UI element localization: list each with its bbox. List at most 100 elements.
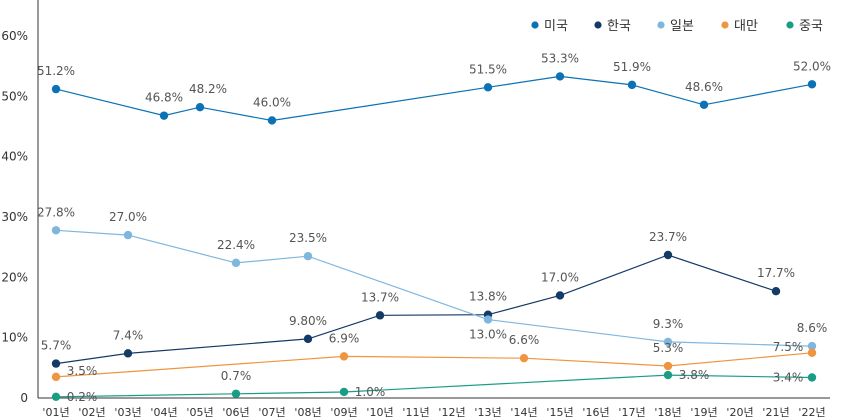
legend-label: 미국 — [544, 19, 568, 34]
data-label: 23.5% — [289, 231, 327, 245]
data-point — [663, 361, 673, 371]
y-tick-label: 40% — [1, 150, 28, 164]
x-tick-label: '13년 — [474, 406, 501, 419]
x-tick-label: '10년 — [366, 406, 393, 419]
data-point — [771, 287, 781, 296]
data-label: 13.8% — [469, 290, 507, 304]
data-label: 3.5% — [67, 364, 98, 378]
y-tick-label: 10% — [1, 331, 28, 345]
data-point — [339, 352, 349, 361]
x-tick-label: '03년 — [114, 406, 141, 419]
data-point — [375, 311, 385, 320]
chart-axes: 0 10% 20% 30% 40% 50% 60% '01년 '02년 '03년 '04년 '05년 '… — [1, 0, 830, 419]
data-label: 7.4% — [113, 328, 144, 342]
data-label: 48.2% — [189, 82, 227, 96]
data-point — [303, 334, 313, 344]
x-tick-label: '12년 — [438, 406, 465, 419]
data-label: 9.80% — [289, 314, 327, 328]
legend-marker — [594, 21, 602, 29]
data-point — [123, 230, 133, 240]
data-label: 8.6% — [797, 321, 828, 335]
data-label: 53.3% — [541, 51, 579, 65]
y-tick-label: 0 — [20, 391, 28, 405]
y-tick-label: 60% — [1, 29, 28, 43]
x-tick-label: '15년 — [546, 406, 573, 419]
data-label: 3.8% — [679, 368, 710, 382]
data-labels: 51.2% 46.8% 48.2% 46.0% 51.5% 53.3% 51.9% 48.6%… — [37, 51, 831, 403]
data-point — [807, 80, 817, 89]
data-label: 27.0% — [109, 210, 147, 224]
data-point — [51, 392, 61, 401]
data-point — [195, 102, 205, 112]
x-tick-label: '22년 — [798, 406, 825, 419]
data-label: 5.7% — [41, 339, 72, 353]
data-label: 0.7% — [221, 369, 252, 383]
legend-marker — [531, 21, 539, 29]
data-label: 0.2% — [67, 390, 98, 404]
data-label: 48.6% — [685, 80, 723, 94]
x-tick-label: '19년 — [690, 406, 717, 419]
data-point — [483, 83, 493, 92]
legend: 미국 한국 일본 대만 중국 — [531, 19, 823, 34]
data-point — [663, 250, 673, 260]
data-point — [627, 80, 637, 90]
x-tick-label: '21년 — [762, 406, 789, 419]
data-label: 13.7% — [361, 290, 399, 304]
legend-label: 일본 — [670, 19, 694, 34]
x-tick-label: '02년 — [78, 406, 105, 419]
x-tick-label: '14년 — [510, 406, 537, 419]
data-label: 1.0% — [355, 385, 386, 399]
series-lines — [55, 75, 813, 398]
legend-marker — [786, 21, 794, 29]
legend-label: 중국 — [799, 19, 823, 34]
data-label: 3.4% — [773, 370, 804, 384]
data-point — [231, 389, 241, 398]
data-point — [483, 315, 493, 324]
y-tick-label: 20% — [1, 270, 28, 284]
x-tick-label: '06년 — [222, 406, 249, 419]
y-tick-label: 50% — [1, 89, 28, 103]
data-point — [123, 349, 133, 358]
data-point — [303, 252, 313, 261]
x-tick-label: '11년 — [402, 406, 429, 419]
data-label: 6.9% — [329, 331, 360, 345]
x-tick-label: '18년 — [654, 406, 681, 419]
data-label: 51.5% — [469, 62, 507, 76]
data-label: 23.7% — [649, 230, 687, 244]
x-tick-label: '05년 — [186, 406, 213, 419]
data-label: 17.7% — [757, 266, 795, 280]
data-point — [267, 116, 277, 125]
data-point — [807, 341, 817, 351]
data-label: 22.4% — [217, 238, 255, 252]
data-label: 51.2% — [37, 64, 75, 78]
x-tick-label: '20년 — [726, 406, 753, 419]
data-label: 9.3% — [653, 317, 684, 331]
x-tick-label: '08년 — [294, 406, 321, 419]
data-point — [663, 370, 673, 380]
data-point — [699, 100, 709, 109]
legend-marker — [721, 21, 729, 29]
data-point — [51, 359, 61, 368]
data-point — [807, 348, 817, 357]
legend-marker — [657, 21, 665, 29]
data-point — [51, 84, 61, 94]
data-point — [231, 258, 241, 268]
data-point — [519, 353, 529, 363]
x-tick-label: '17년 — [618, 406, 645, 419]
data-label: 52.0% — [793, 59, 831, 73]
data-label: 46.0% — [253, 95, 291, 109]
data-label: 7.5% — [773, 340, 804, 354]
data-label: 27.8% — [37, 205, 75, 219]
series-line — [55, 229, 813, 347]
legend-label: 한국 — [607, 19, 631, 34]
x-tick-label: '09년 — [330, 406, 357, 419]
data-label: 17.0% — [541, 270, 579, 284]
x-tick-label: '04년 — [150, 406, 177, 419]
data-point — [159, 111, 169, 120]
data-point — [339, 387, 349, 397]
data-point — [555, 291, 565, 300]
x-tick-label: '07년 — [258, 406, 285, 419]
x-tick-label: '01년 — [42, 406, 69, 419]
data-point — [663, 337, 673, 347]
